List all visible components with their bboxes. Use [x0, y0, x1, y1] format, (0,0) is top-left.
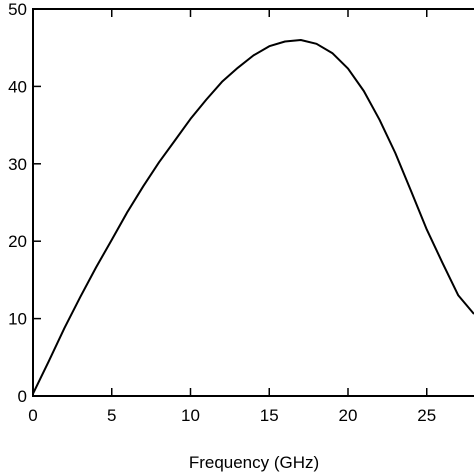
y-tick-label: 0 — [18, 387, 27, 406]
x-tick-label: 5 — [107, 406, 116, 425]
y-tick-label: 30 — [8, 155, 27, 174]
y-tick-label: 10 — [8, 310, 27, 329]
x-tick-label: 10 — [181, 406, 200, 425]
plot-frame — [32, 8, 474, 397]
series-layer — [32, 39, 474, 395]
ticks-layer: 0 5 10 15 20 25 0 10 20 30 40 50 — [8, 0, 436, 425]
y-tick-label: 50 — [8, 0, 27, 19]
x-tick-label: 0 — [28, 406, 37, 425]
x-tick-label: 25 — [417, 406, 436, 425]
series-line — [32, 39, 474, 395]
y-tick-label: 20 — [8, 232, 27, 251]
x-axis-title: Frequency (GHz) — [189, 453, 319, 472]
x-tick-label: 20 — [339, 406, 358, 425]
x-tick-label: 15 — [260, 406, 279, 425]
y-tick-label: 40 — [8, 77, 27, 96]
axes-layer — [32, 8, 474, 397]
